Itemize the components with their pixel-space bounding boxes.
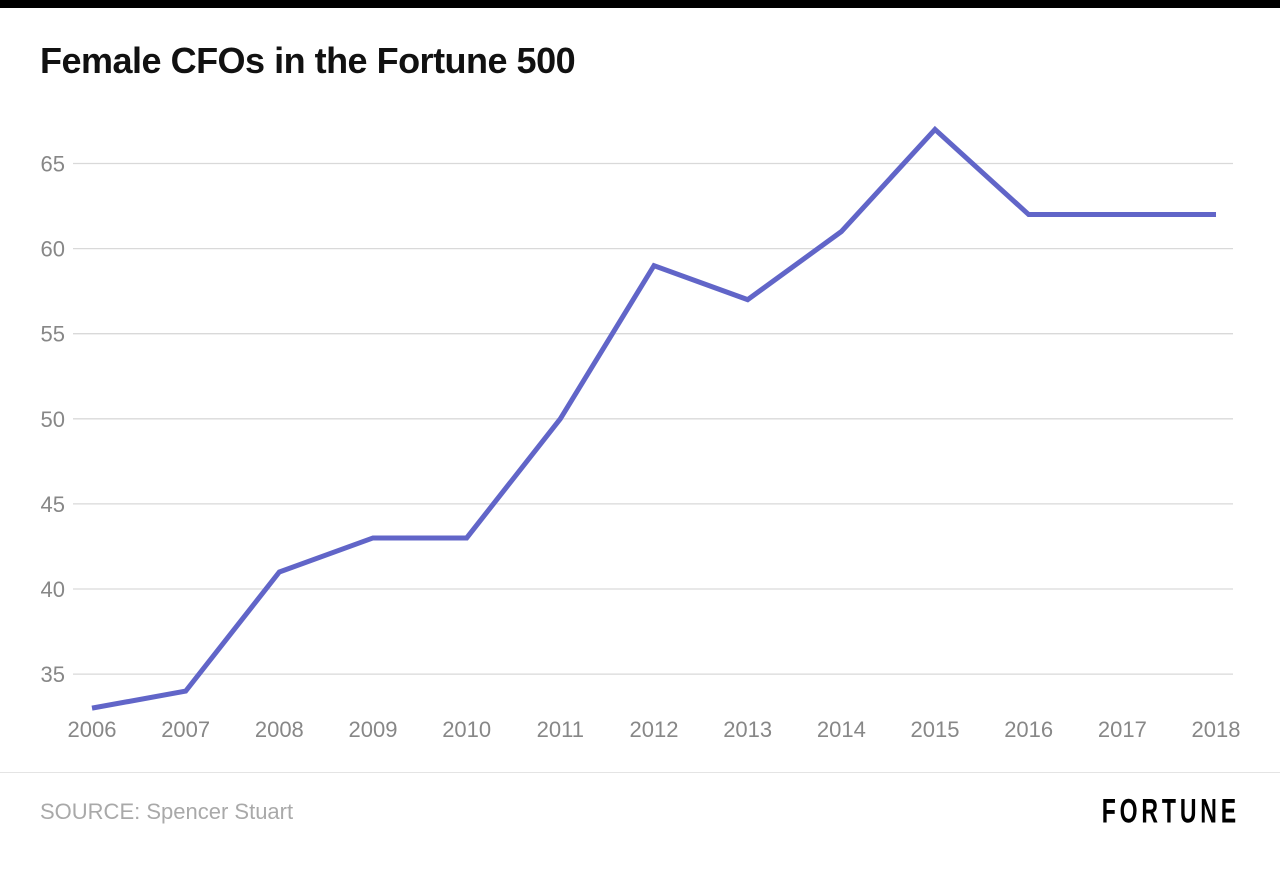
y-tick-label: 55 <box>41 322 65 347</box>
x-tick-label: 2016 <box>1004 717 1053 742</box>
x-tick-label: 2017 <box>1098 717 1147 742</box>
x-tick-label: 2014 <box>817 717 866 742</box>
x-tick-label: 2011 <box>537 717 584 742</box>
x-tick-label: 2015 <box>911 717 960 742</box>
x-tick-label: 2008 <box>255 717 304 742</box>
x-tick-label: 2006 <box>68 717 117 742</box>
y-tick-label: 45 <box>41 492 65 517</box>
x-tick-label: 2012 <box>630 717 679 742</box>
y-tick-label: 40 <box>41 577 65 602</box>
x-tick-label: 2010 <box>442 717 491 742</box>
x-tick-label: 2009 <box>349 717 398 742</box>
y-tick-label: 65 <box>41 152 65 177</box>
x-tick-label: 2013 <box>723 717 772 742</box>
fortune-logo: FORTUNE <box>1101 791 1240 830</box>
footer-divider <box>0 772 1280 773</box>
y-tick-label: 50 <box>41 407 65 432</box>
source-credit: SOURCE: Spencer Stuart <box>40 799 294 824</box>
data-line-female-cfos <box>91 125 1217 711</box>
top-accent-bar <box>0 0 1280 8</box>
y-tick-label: 35 <box>41 662 65 687</box>
x-tick-label: 2018 <box>1192 717 1241 742</box>
x-tick-label: 2007 <box>161 717 210 742</box>
y-tick-label: 60 <box>41 237 65 262</box>
chart-title: Female CFOs in the Fortune 500 <box>40 40 576 81</box>
